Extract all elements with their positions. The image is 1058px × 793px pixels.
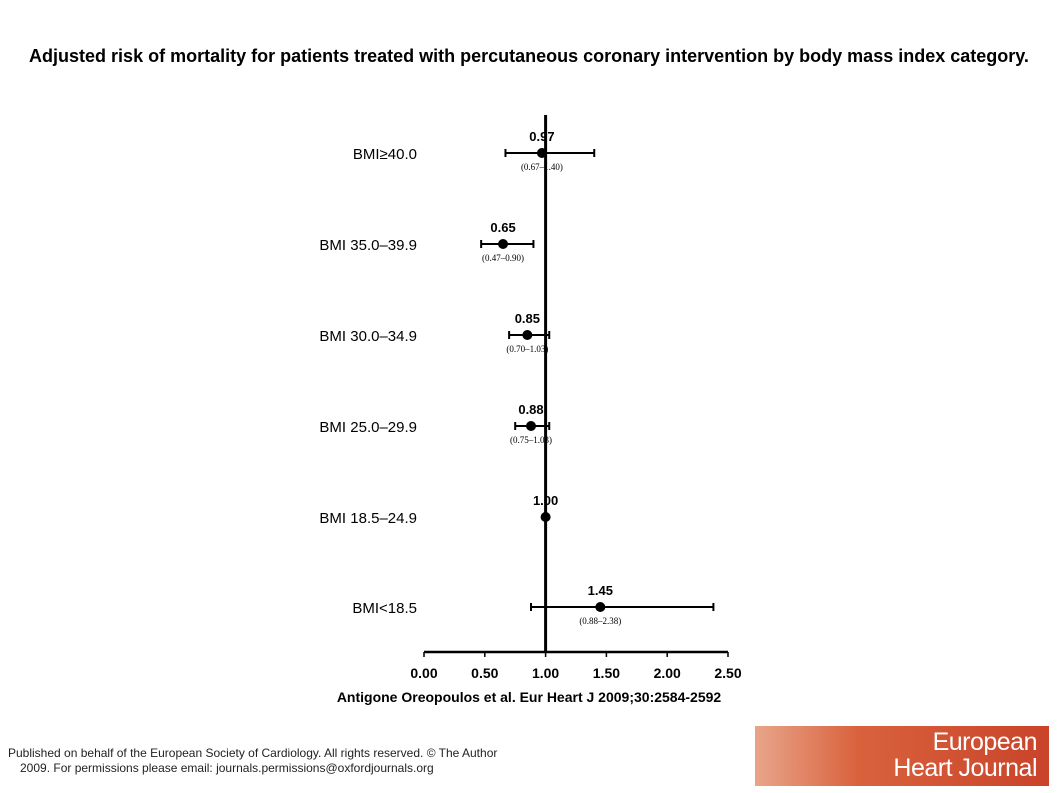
row-label: BMI 30.0–34.9 — [319, 328, 417, 345]
estimate-label: 0.88 — [518, 402, 543, 417]
x-tick-label: 0.50 — [471, 665, 498, 681]
estimate-point — [595, 602, 606, 612]
x-tick-label: 0.00 — [410, 665, 437, 681]
x-axis: 0.00 0.50 1.00 1.50 2.00 2.50 — [410, 115, 742, 681]
citation: Antigone Oreopoulos et al. Eur Heart J 2… — [336, 689, 722, 705]
ci-label: (0.88–2.38) — [579, 616, 621, 626]
ci-label: (0.70–1.03) — [506, 344, 548, 354]
journal-logo: European Heart Journal — [755, 726, 1049, 786]
ci-label: (0.47–0.90) — [482, 253, 524, 263]
estimate-label: 1.45 — [588, 583, 613, 598]
forest-row: BMI 30.0–34.9 0.85 (0.70–1.03) — [319, 311, 551, 354]
ci-label: (0.75–1.03) — [510, 435, 552, 445]
estimate-point — [522, 330, 533, 340]
forest-row: BMI<18.5 1.45 (0.88–2.38) — [352, 583, 715, 626]
estimate-label: 1.00 — [533, 493, 558, 508]
row-label: BMI 25.0–29.9 — [319, 419, 417, 436]
estimate-point — [498, 239, 509, 249]
ci-label: (0.67–1.40) — [521, 162, 563, 172]
x-tick-label: 2.00 — [654, 665, 681, 681]
estimate-label: 0.65 — [490, 220, 515, 235]
forest-row: BMI 18.5–24.9 1.00 — [319, 493, 558, 527]
row-label: BMI≥40.0 — [353, 146, 417, 163]
copyright-line-1: Published on behalf of the European Soci… — [8, 746, 498, 760]
chart-title: Adjusted risk of mortality for patients … — [29, 46, 1029, 66]
forest-row: BMI 25.0–29.9 0.88 (0.75–1.03) — [319, 402, 552, 445]
x-tick-label: 2.50 — [714, 665, 741, 681]
logo-word-1: European — [932, 728, 1038, 756]
logo-word-2: Heart Journal — [893, 754, 1037, 782]
forest-row: BMI 35.0–39.9 0.65 (0.47–0.90) — [319, 220, 535, 263]
copyright-footer: Published on behalf of the European Soci… — [8, 746, 568, 776]
estimate-point — [540, 512, 551, 522]
forest-row: BMI≥40.0 0.97 (0.67–1.40) — [353, 129, 596, 172]
copyright-line-2: 2009. For permissions please email: jour… — [20, 761, 434, 775]
forest-rows: BMI≥40.0 0.97 (0.67–1.40) BMI 35.0–39.9 0.65… — [319, 129, 715, 626]
estimate-point — [536, 148, 547, 158]
x-tick-label: 1.50 — [593, 665, 620, 681]
estimate-label: 0.85 — [515, 311, 540, 326]
row-label: BMI 35.0–39.9 — [319, 237, 417, 254]
estimate-label: 0.97 — [529, 129, 554, 144]
x-tick-label: 1.00 — [532, 665, 559, 681]
row-label: BMI 18.5–24.9 — [319, 510, 417, 527]
row-label: BMI<18.5 — [352, 600, 417, 617]
estimate-point — [526, 421, 537, 431]
